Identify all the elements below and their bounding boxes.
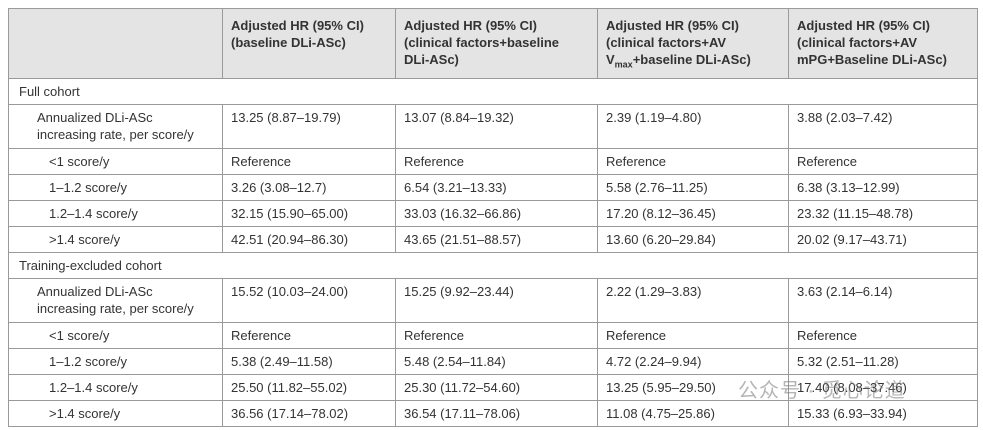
cell: 2.22 (1.29–3.83) (597, 278, 789, 323)
data-row: >1.4 score/y 36.56 (17.14–78.02) 36.54 (17… (8, 400, 978, 427)
text-line: Adjusted HR (95% CI) (797, 18, 930, 33)
column-header: Adjusted HR (95% CI) (baseline DLi-ASc) (222, 8, 396, 79)
text-line: 1–1.2 score/y (49, 180, 128, 195)
cell: 23.32 (11.15–48.78) (788, 200, 978, 227)
data-row: >1.4 score/y 42.51 (20.94–86.30) 43.65 (21… (8, 226, 978, 253)
text-line: Annualized DLi-ASc (37, 284, 153, 299)
row-label: Annualized DLi-ASc increasing rate, per s… (8, 278, 223, 323)
cell: Reference (222, 148, 396, 175)
cell: 6.54 (3.21–13.33) (395, 174, 598, 201)
section-row: Full cohort (8, 78, 978, 105)
row-label: 1.2–1.4 score/y (8, 200, 223, 227)
cell: 13.07 (8.84–19.32) (395, 104, 598, 149)
data-row: <1 score/y Reference Reference Reference Ref… (8, 322, 978, 349)
cell: 15.25 (9.92–23.44) (395, 278, 598, 323)
cell: 2.39 (1.19–4.80) (597, 104, 789, 149)
text-part: max (614, 59, 633, 70)
cell: 20.02 (9.17–43.71) (788, 226, 978, 253)
cell: 32.15 (15.90–65.00) (222, 200, 396, 227)
row-label: <1 score/y (8, 148, 223, 175)
row-label: >1.4 score/y (8, 400, 223, 427)
cell: 5.58 (2.76–11.25) (597, 174, 789, 201)
text-line: (baseline DLi-ASc) (231, 35, 346, 50)
cell: Reference (597, 148, 789, 175)
data-row: 1–1.2 score/y 5.38 (2.49–11.58) 5.48 (2.54… (8, 348, 978, 375)
cell: Reference (395, 148, 598, 175)
cell: Reference (788, 322, 978, 349)
text-line: mPG+Baseline DLi-ASc) (797, 52, 947, 67)
data-row: Annualized DLi-ASc increasing rate, per s… (8, 278, 978, 323)
watermark: 公众号 · 觅心论道 (738, 380, 906, 402)
text-line: >1.4 score/y (49, 232, 121, 247)
cell: 5.48 (2.54–11.84) (395, 348, 598, 375)
data-row: Annualized DLi-ASc increasing rate, per s… (8, 104, 978, 149)
row-label: 1.2–1.4 score/y (8, 374, 223, 401)
cell: 17.20 (8.12–36.45) (597, 200, 789, 227)
cell: 13.25 (5.95–29.50) (597, 374, 789, 401)
data-row: <1 score/y Reference Reference Reference Ref… (8, 148, 978, 175)
text-line: Annualized DLi-ASc (37, 110, 153, 125)
text-line: 1–1.2 score/y (49, 354, 128, 369)
data-row: 1–1.2 score/y 3.26 (3.08–12.7) 6.54 (3.21–… (8, 174, 978, 201)
cell: 36.54 (17.11–78.06) (395, 400, 598, 427)
results-table: Adjusted HR (95% CI) (baseline DLi-ASc) Ad… (8, 8, 978, 427)
row-label: Annualized DLi-ASc increasing rate, per s… (8, 104, 223, 149)
text-line: 1.2–1.4 score/y (49, 206, 138, 221)
text-line: <1 score/y (49, 154, 110, 169)
header-row: Adjusted HR (95% CI) (baseline DLi-ASc) Ad… (8, 8, 978, 79)
cell: 17.40 (8.08–37.46) (788, 374, 978, 401)
cell: Reference (222, 322, 396, 349)
text-line: increasing rate, per score/y (37, 127, 194, 142)
cell: 3.63 (2.14–6.14) (788, 278, 978, 323)
cell: 25.30 (11.72–54.60) (395, 374, 598, 401)
cell: 42.51 (20.94–86.30) (222, 226, 396, 253)
cell: Reference (395, 322, 598, 349)
cell: Reference (788, 148, 978, 175)
cell: 25.50 (11.82–55.02) (222, 374, 396, 401)
cell: 5.32 (2.51–11.28) (788, 348, 978, 375)
cell: 6.38 (3.13–12.99) (788, 174, 978, 201)
cell: 4.72 (2.24–9.94) (597, 348, 789, 375)
text-line: Adjusted HR (95% CI) (231, 18, 364, 33)
text-line: increasing rate, per score/y (37, 301, 194, 316)
text-line: Adjusted HR (95% CI) (606, 18, 739, 33)
column-header: Adjusted HR (95% CI) (clinical factors+AV… (597, 8, 789, 79)
text-part: V (606, 52, 615, 67)
text-line: (clinical factors+AV (606, 35, 727, 50)
cell: 15.52 (10.03–24.00) (222, 278, 396, 323)
text-line: 1.2–1.4 score/y (49, 380, 138, 395)
column-header: Adjusted HR (95% CI) (clinical factors+ba… (395, 8, 598, 79)
data-row: 1.2–1.4 score/y 32.15 (15.90–65.00) 33.03 … (8, 200, 978, 227)
text-line: Adjusted HR (95% CI) (404, 18, 537, 33)
cell: Reference (597, 322, 789, 349)
section-title: Full cohort (8, 78, 978, 105)
cell: 13.60 (6.20–29.84) (597, 226, 789, 253)
cell: 33.03 (16.32–66.86) (395, 200, 598, 227)
header-empty (8, 8, 223, 79)
text-line: DLi-ASc) (404, 52, 459, 67)
table-body: Full cohort Annualized DLi-ASc increasing … (8, 78, 978, 427)
text-line: (clinical factors+AV (797, 35, 918, 50)
text-line: <1 score/y (49, 328, 110, 343)
cell: 11.08 (4.75–25.86) (597, 400, 789, 427)
cell: 43.65 (21.51–88.57) (395, 226, 598, 253)
cell: 3.88 (2.03–7.42) (788, 104, 978, 149)
section-title: Training-excluded cohort (8, 252, 978, 279)
row-label: >1.4 score/y (8, 226, 223, 253)
cell: 5.38 (2.49–11.58) (222, 348, 396, 375)
cell: 13.25 (8.87–19.79) (222, 104, 396, 149)
cell: 3.26 (3.08–12.7) (222, 174, 396, 201)
text-line: (clinical factors+baseline (404, 35, 559, 50)
row-label: 1–1.2 score/y (8, 174, 223, 201)
cell: 15.33 (6.93–33.94) (788, 400, 978, 427)
text-part: +baseline DLi-ASc) (632, 52, 751, 67)
row-label: 1–1.2 score/y (8, 348, 223, 375)
section-row: Training-excluded cohort (8, 252, 978, 279)
text-line: >1.4 score/y (49, 406, 121, 421)
cell: 36.56 (17.14–78.02) (222, 400, 396, 427)
column-header: Adjusted HR (95% CI) (clinical factors+AV… (788, 8, 978, 79)
row-label: <1 score/y (8, 322, 223, 349)
